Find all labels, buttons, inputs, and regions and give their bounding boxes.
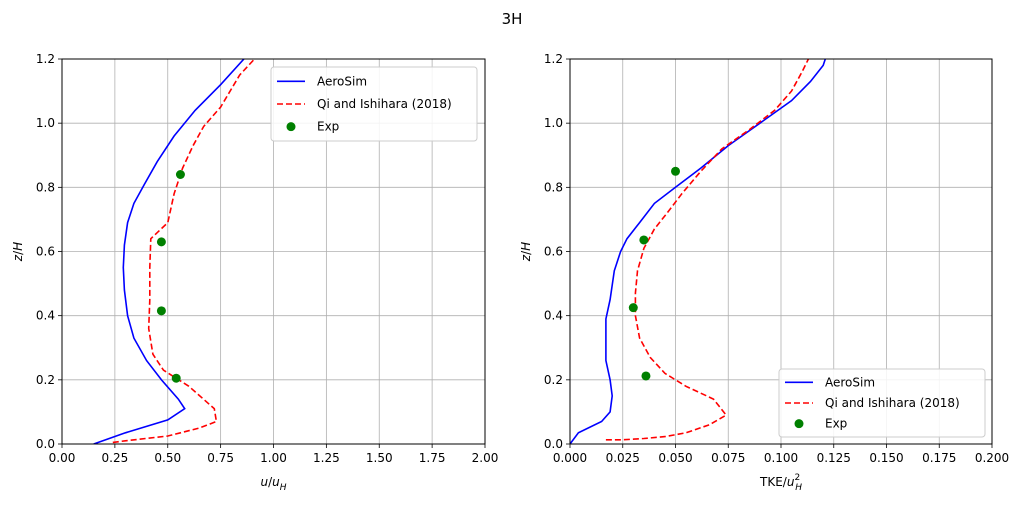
y-tick-label: 0.2 (544, 373, 563, 387)
figure-suptitle: 3H (502, 10, 523, 28)
data-point-exp (628, 303, 638, 313)
legend-frame (270, 66, 478, 142)
series-line-qi-and-ishihara-2018 (112, 59, 256, 444)
y-axis-label: z/H (519, 242, 533, 262)
legend-label-qi-and-ishihara-2018: Qi and Ishihara (2018) (317, 97, 452, 111)
x-tick-label: 2.00 (472, 451, 499, 465)
y-tick-label: 1.2 (544, 52, 563, 66)
chart-velocity-profile: 0.00 0.25 0.50 0.75 1.00 1.25 1.50 1.75 2.00 0.0 0… (11, 52, 498, 493)
y-tick-label: 0.0 (544, 437, 563, 451)
x-tick-label: 0.050 (658, 451, 692, 465)
y-tick-label: 1.0 (36, 116, 55, 130)
data-point-exp (639, 235, 649, 245)
x-tick-label: 0.150 (869, 451, 903, 465)
y-tick-label: 0.8 (544, 180, 563, 194)
x-tick-label: 0.075 (711, 451, 745, 465)
legend: AeroSim Qi and Ishihara (2018) Exp (270, 66, 478, 142)
x-axis-label: TKE/u2 H (759, 473, 802, 493)
legend-frame (778, 368, 986, 438)
legend-label-exp: Exp (825, 417, 847, 431)
legend-label-exp: Exp (317, 120, 339, 134)
y-tick-label: 0.6 (544, 245, 563, 259)
y-tick-label: 1.2 (36, 52, 55, 66)
x-tick-label: 0.00 (49, 451, 76, 465)
x-tick-label: 1.75 (419, 451, 446, 465)
y-tick-label: 0.0 (36, 437, 55, 451)
legend-marker-exp (286, 122, 296, 132)
y-tick-label: 0.4 (36, 309, 55, 323)
legend: AeroSim Qi and Ishihara (2018) Exp (778, 368, 986, 438)
y-tick-label: 0.6 (36, 245, 55, 259)
y-tick-label: 1.0 (544, 116, 563, 130)
series-line-qi-and-ishihara-2018 (605, 59, 810, 441)
legend-marker-exp (794, 419, 804, 429)
data-point-exp (171, 373, 181, 383)
data-point-exp (641, 371, 651, 381)
data-point-exp (156, 237, 166, 247)
series-line-aerosim (570, 59, 827, 444)
data-point-exp (156, 306, 166, 316)
x-tick-label: 0.25 (102, 451, 129, 465)
y-tick-label: 0.4 (544, 309, 563, 323)
x-axis-label: u/uH (260, 475, 286, 493)
x-tick-label: 1.00 (260, 451, 287, 465)
x-tick-label: 0.100 (764, 451, 798, 465)
x-tick-label: 0.125 (817, 451, 851, 465)
legend-label-aerosim: AeroSim (825, 375, 875, 389)
x-tick-label: 0.75 (207, 451, 234, 465)
x-tick-label: 0.50 (154, 451, 181, 465)
x-tick-label: 0.025 (606, 451, 640, 465)
x-tick-label: 0.175 (922, 451, 956, 465)
series-line-aerosim (93, 59, 245, 444)
y-axis-label: z/H (11, 242, 25, 262)
x-tick-label: 0.200 (975, 451, 1009, 465)
data-point-exp (175, 170, 185, 179)
legend-label-qi-and-ishihara-2018: Qi and Ishihara (2018) (825, 396, 960, 410)
x-tick-label: 1.25 (313, 451, 340, 465)
x-tick-label: 0.000 (553, 451, 587, 465)
x-tick-label: 1.50 (366, 451, 393, 465)
y-tick-label: 0.8 (36, 180, 55, 194)
y-tick-label: 0.2 (36, 373, 55, 387)
data-point-exp (671, 166, 680, 176)
legend-label-aerosim: AeroSim (317, 74, 367, 88)
chart-tke-profile: 0.000 0.025 0.050 0.075 0.100 0.125 0.150 0.175… (519, 52, 1009, 493)
